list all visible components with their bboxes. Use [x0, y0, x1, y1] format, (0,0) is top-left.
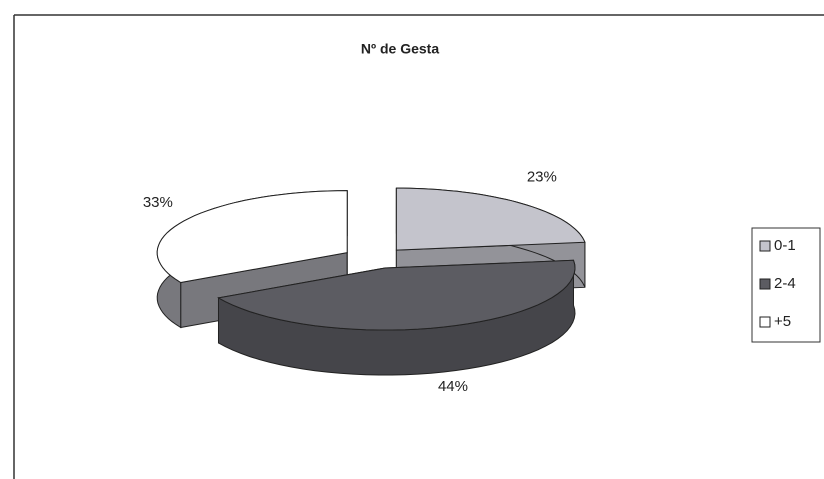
- slice-top: [395, 187, 586, 251]
- slice-top: [217, 259, 576, 331]
- data-label: 44%: [438, 378, 468, 395]
- legend-swatch: [759, 240, 771, 252]
- legend-label: +5: [774, 313, 791, 330]
- slice-top: [156, 190, 348, 284]
- legend-label: 0-1: [774, 237, 796, 254]
- chart-title: Nº de Gesta: [361, 41, 439, 57]
- legend-label: 2-4: [774, 275, 796, 292]
- pie-slice: [217, 259, 576, 376]
- data-label: 23%: [527, 168, 557, 185]
- legend-swatch: [759, 316, 771, 328]
- legend-swatch: [759, 278, 771, 290]
- data-label: 33%: [143, 194, 173, 211]
